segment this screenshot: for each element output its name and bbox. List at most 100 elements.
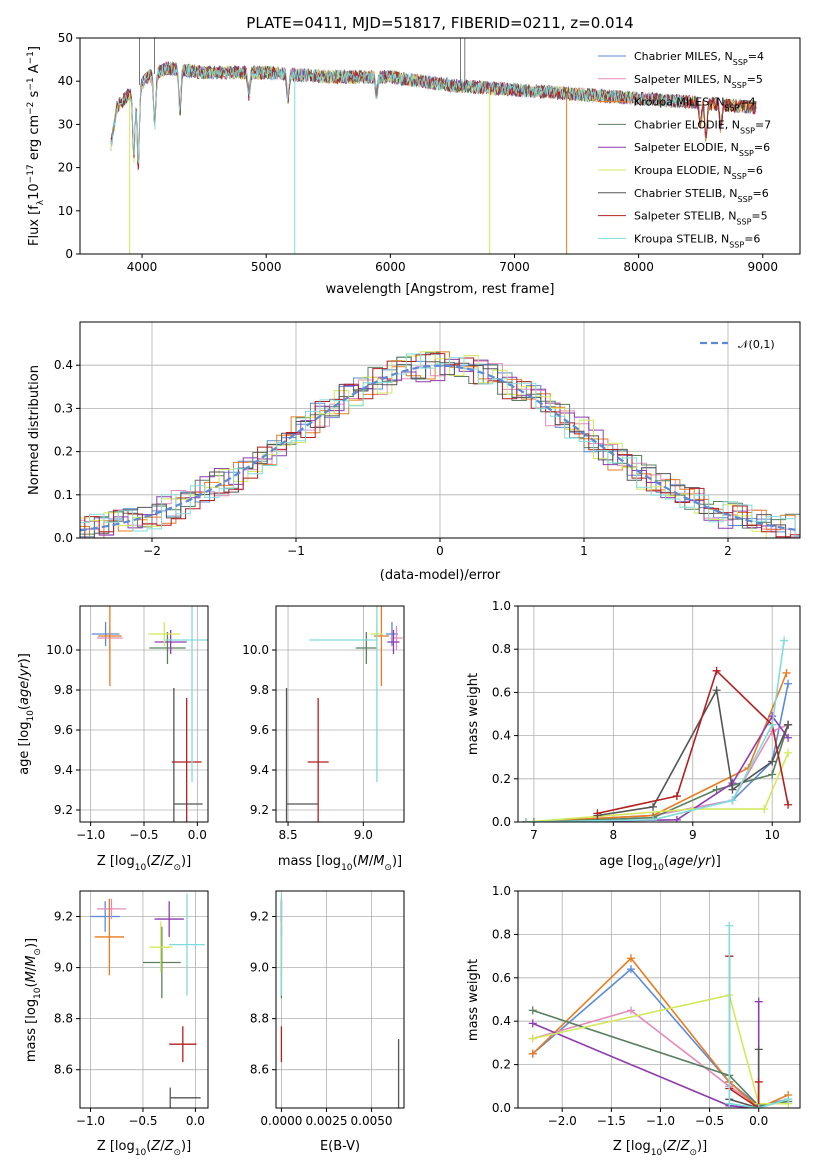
x-axis-label: Z [log10(Z/Z⊙)] bbox=[97, 854, 191, 873]
x-axis-label: mass [log10(M/M⊙)] bbox=[278, 854, 402, 873]
axes-frame bbox=[517, 890, 801, 1109]
axes-frame bbox=[275, 605, 405, 823]
x-tick-label: 9000 bbox=[747, 260, 778, 274]
axes: −1.0 −0.5 0.0 8.6 8.8 9.0 9.2 bbox=[54, 890, 209, 1128]
data-point-marker bbox=[626, 954, 635, 963]
data-point-marker bbox=[754, 997, 763, 1006]
x-tick-label: 0.0050 bbox=[351, 1114, 393, 1128]
data-point-marker bbox=[626, 1006, 635, 1015]
x-tick-label: 0.0 bbox=[186, 1114, 205, 1128]
age-vs-mass-panel: 8.5 9.0 9.2 9.4 9.6 9.8 10.0 mass [log10(M/M⊙)] bbox=[242, 605, 405, 873]
y-tick-label: 0.1 bbox=[54, 488, 73, 502]
y-tick-label: 0.8 bbox=[492, 927, 511, 941]
y-tick-label: 30 bbox=[58, 117, 73, 131]
y-axis-label: Normed distribution bbox=[27, 365, 42, 495]
data-point-marker bbox=[728, 796, 737, 805]
grid bbox=[518, 890, 800, 1109]
data-point-marker bbox=[529, 818, 538, 822]
grid bbox=[276, 891, 404, 1108]
plot-area bbox=[110, 38, 757, 254]
legend-label: Kroupa STELIB, NSSP=6 bbox=[634, 232, 760, 249]
x-tick-label: 10 bbox=[765, 828, 780, 842]
data-point-marker bbox=[672, 792, 681, 801]
histogram-step bbox=[80, 361, 800, 538]
data-point-marker bbox=[725, 1099, 734, 1108]
data-point-marker bbox=[780, 636, 789, 645]
data-point-marker bbox=[782, 668, 791, 677]
data-point-marker bbox=[768, 770, 777, 779]
y-tick-label: 9.2 bbox=[250, 910, 269, 924]
histogram-step bbox=[80, 353, 800, 537]
data-point-marker bbox=[725, 921, 734, 930]
x-tick-label: 8 bbox=[610, 828, 618, 842]
x-tick-label: −0.5 bbox=[129, 828, 158, 842]
data-point-marker bbox=[754, 1077, 763, 1086]
x-axis-label: Z [log10(Z/Z⊙)] bbox=[97, 1139, 191, 1158]
axes: −2.0 −1.5 −1.0 −0.5 0.0 0.0 0.2 0.4 0.6 0.8 1.0 bbox=[492, 884, 801, 1128]
data-point-marker bbox=[521, 818, 530, 822]
legend-label: Kroupa MILES, NSSP=4 bbox=[634, 96, 756, 113]
y-tick-label: 0.0 bbox=[54, 531, 73, 545]
legend-label: Salpeter MILES, NSSP=5 bbox=[634, 73, 763, 90]
y-tick-label: 0 bbox=[65, 247, 73, 261]
legend-label: Chabrier MILES, NSSP=4 bbox=[634, 50, 764, 67]
plot-area bbox=[91, 606, 208, 822]
data-point-marker bbox=[649, 815, 658, 822]
y-tick-label: 0.2 bbox=[54, 445, 73, 459]
legend-label: Chabrier ELODIE, NSSP=7 bbox=[634, 118, 771, 135]
x-axis-label: E(B-V) bbox=[320, 1139, 360, 1154]
y-tick-label: 9.4 bbox=[250, 763, 269, 777]
grid bbox=[518, 605, 800, 823]
y-tick-label: 0.4 bbox=[492, 729, 511, 743]
y-tick-label: 10 bbox=[58, 204, 73, 218]
x-tick-label: 0 bbox=[436, 544, 444, 558]
y-axis-label: mass weight bbox=[466, 673, 481, 755]
mass-vs-metallicity-panel: −1.0 −0.5 0.0 8.6 8.8 9.0 9.2 Z [log10(Z/Z⊙)] ma… bbox=[24, 890, 209, 1158]
data-point-marker bbox=[649, 802, 658, 811]
plot-area bbox=[80, 351, 800, 538]
y-tick-label: 20 bbox=[58, 161, 73, 175]
spectrum-line bbox=[110, 61, 689, 164]
plot-area bbox=[528, 921, 793, 1108]
data-point-marker bbox=[784, 679, 793, 688]
histogram-step bbox=[80, 351, 800, 538]
legend: Chabrier MILES, NSSP=4 Salpeter MILES, NS… bbox=[598, 50, 771, 249]
x-tick-label: 0.0 bbox=[188, 828, 207, 842]
plot-area bbox=[90, 893, 205, 1108]
y-tick-label: 0.2 bbox=[492, 772, 511, 786]
y-axis-label: Flux [fλ10−17 erg cm−2 s−1 A−1] bbox=[26, 46, 46, 246]
axes: −2 −1 0 1 2 0.0 0.1 0.2 0.3 0.4 bbox=[54, 321, 801, 558]
axes-frame bbox=[79, 890, 209, 1109]
y-tick-label: 40 bbox=[58, 74, 73, 88]
plot-area bbox=[521, 636, 793, 822]
data-point-marker bbox=[784, 1095, 793, 1104]
data-point-marker bbox=[768, 757, 777, 766]
x-tick-label: 6000 bbox=[375, 260, 406, 274]
y-tick-label: 1.0 bbox=[492, 599, 511, 613]
series-line bbox=[533, 724, 789, 822]
histogram-step bbox=[80, 353, 800, 538]
x-axis-label: Z [log10(Z/Z⊙)] bbox=[613, 1139, 707, 1158]
x-tick-label: 8.5 bbox=[279, 828, 298, 842]
series-line bbox=[532, 1001, 760, 1108]
x-axis-label: age [log10(age/yr)] bbox=[599, 854, 721, 873]
y-tick-label: 0.8 bbox=[492, 642, 511, 656]
x-tick-label: −0.5 bbox=[128, 1114, 157, 1128]
data-point-marker bbox=[768, 712, 777, 721]
y-tick-label: 9.0 bbox=[54, 961, 73, 975]
y-tick-label: 50 bbox=[58, 31, 73, 45]
data-point-marker bbox=[784, 733, 793, 742]
y-tick-label: 8.6 bbox=[250, 1063, 269, 1077]
y-tick-label: 10.0 bbox=[46, 643, 73, 657]
weight-vs-metallicity-panel: −2.0 −1.5 −1.0 −0.5 0.0 0.0 0.2 0.4 0.6 0.8 1.0 Z [… bbox=[466, 884, 801, 1158]
data-point-marker bbox=[712, 666, 721, 675]
legend-label: 𝒩(0,1) bbox=[738, 338, 775, 351]
x-tick-label: 5000 bbox=[251, 260, 282, 274]
y-tick-label: 0.0 bbox=[492, 1101, 511, 1115]
x-tick-label: 0.0025 bbox=[305, 1114, 347, 1128]
data-point-marker bbox=[528, 1034, 537, 1043]
y-tick-label: 0.4 bbox=[54, 358, 73, 372]
grid bbox=[276, 606, 404, 822]
x-tick-label: −1 bbox=[287, 544, 305, 558]
y-tick-label: 8.8 bbox=[54, 1012, 73, 1026]
